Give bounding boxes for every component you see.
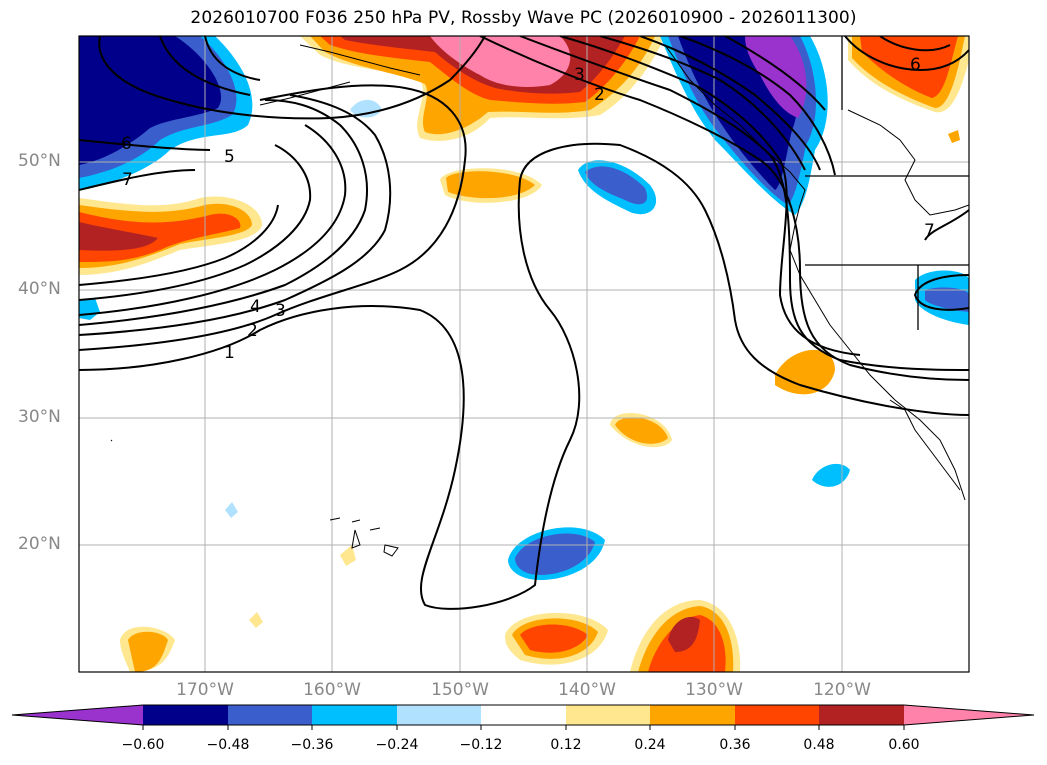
gridlines <box>79 36 969 672</box>
contour-label: 5 <box>224 147 235 167</box>
lon-label-170w: 170°W <box>176 680 234 700</box>
contour-label: 7 <box>122 170 133 190</box>
contour-label: 6 <box>910 55 921 75</box>
colorbar-tick: −0.12 <box>459 737 503 753</box>
colorbar-tick: 0.48 <box>803 737 835 753</box>
figure-title: 2026010700 F036 250 hPa PV, Rossby Wave … <box>190 8 857 28</box>
colorbar-tick: −0.60 <box>121 737 165 753</box>
lon-label-150w: 150°W <box>431 680 489 700</box>
map-frame <box>78 35 970 673</box>
colorbar-tick: 0.12 <box>550 737 582 753</box>
colorbar <box>11 704 1035 730</box>
contour-label: 1 <box>224 343 235 363</box>
colorbar-segment <box>228 705 312 725</box>
colorbar-tick: −0.48 <box>206 737 250 753</box>
colorbar-segment <box>143 705 228 725</box>
colorbar-high-extend <box>904 705 1034 725</box>
colorbar-segment <box>650 705 735 725</box>
contour-label: 6 <box>121 134 132 154</box>
contour-label: 3 <box>275 301 286 321</box>
lat-label-30n: 30°N <box>18 407 61 427</box>
colorbar-segment <box>566 705 650 725</box>
pv-contours <box>79 36 969 610</box>
contour-labels: 6 7 5 4 3 2 1 3 2 6 7 <box>121 55 935 363</box>
lon-label-130w: 130°W <box>685 680 743 700</box>
colorbar-tick: 0.60 <box>888 737 920 753</box>
lon-label-120w: 120°W <box>813 680 871 700</box>
colorbar-segment <box>312 705 397 725</box>
contour-label: 2 <box>247 321 258 341</box>
contour-label: 7 <box>924 221 935 241</box>
colorbar-tick: 0.36 <box>719 737 751 753</box>
colorbar-segment <box>735 705 819 725</box>
coastlines <box>110 44 969 557</box>
contour-label: 4 <box>250 297 261 317</box>
colorbar-segment <box>397 705 481 725</box>
colorbar-segment <box>819 705 904 725</box>
contour-label: 3 <box>574 65 585 85</box>
colorbar-tick: −0.36 <box>290 737 334 753</box>
colorbar-low-extend <box>12 705 143 725</box>
borders <box>805 36 969 330</box>
contour-label: 2 <box>594 85 605 105</box>
lat-label-40n: 40°N <box>18 279 61 299</box>
lon-label-160w: 160°W <box>303 680 361 700</box>
colorbar-tick: 0.24 <box>634 737 666 753</box>
shaded-anomalies <box>79 36 969 672</box>
colorbar-tick: −0.24 <box>375 737 419 753</box>
lon-label-140w: 140°W <box>558 680 616 700</box>
lat-label-20n: 20°N <box>18 534 61 554</box>
lat-label-50n: 50°N <box>18 151 61 171</box>
colorbar-segment <box>481 705 566 725</box>
